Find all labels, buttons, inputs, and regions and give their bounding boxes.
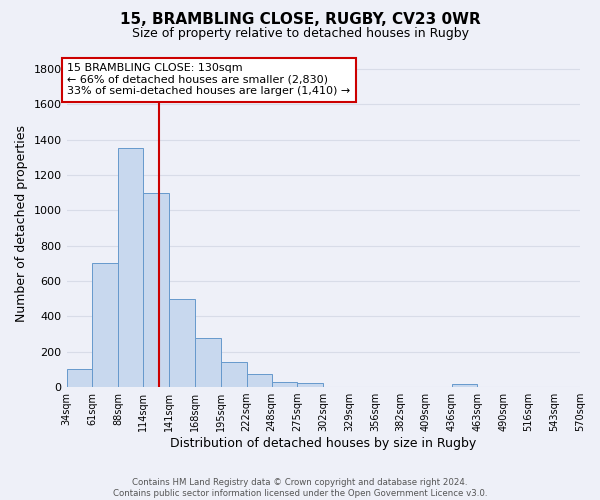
Bar: [272, 382, 298, 387]
Y-axis label: Number of detached properties: Number of detached properties: [15, 125, 28, 322]
Bar: [221, 362, 247, 387]
Text: 15 BRAMBLING CLOSE: 130sqm
← 66% of detached houses are smaller (2,830)
33% of s: 15 BRAMBLING CLOSE: 130sqm ← 66% of deta…: [67, 64, 351, 96]
Text: Size of property relative to detached houses in Rugby: Size of property relative to detached ho…: [131, 28, 469, 40]
Bar: [452, 384, 478, 387]
Text: 15, BRAMBLING CLOSE, RUGBY, CV23 0WR: 15, BRAMBLING CLOSE, RUGBY, CV23 0WR: [119, 12, 481, 28]
Bar: [92, 264, 118, 387]
Bar: [67, 370, 92, 387]
Bar: [298, 382, 323, 387]
Bar: [118, 148, 143, 387]
Bar: [143, 192, 169, 387]
Bar: [247, 374, 272, 387]
Text: Contains HM Land Registry data © Crown copyright and database right 2024.
Contai: Contains HM Land Registry data © Crown c…: [113, 478, 487, 498]
X-axis label: Distribution of detached houses by size in Rugby: Distribution of detached houses by size …: [170, 437, 476, 450]
Bar: [169, 298, 195, 387]
Bar: [195, 338, 221, 387]
